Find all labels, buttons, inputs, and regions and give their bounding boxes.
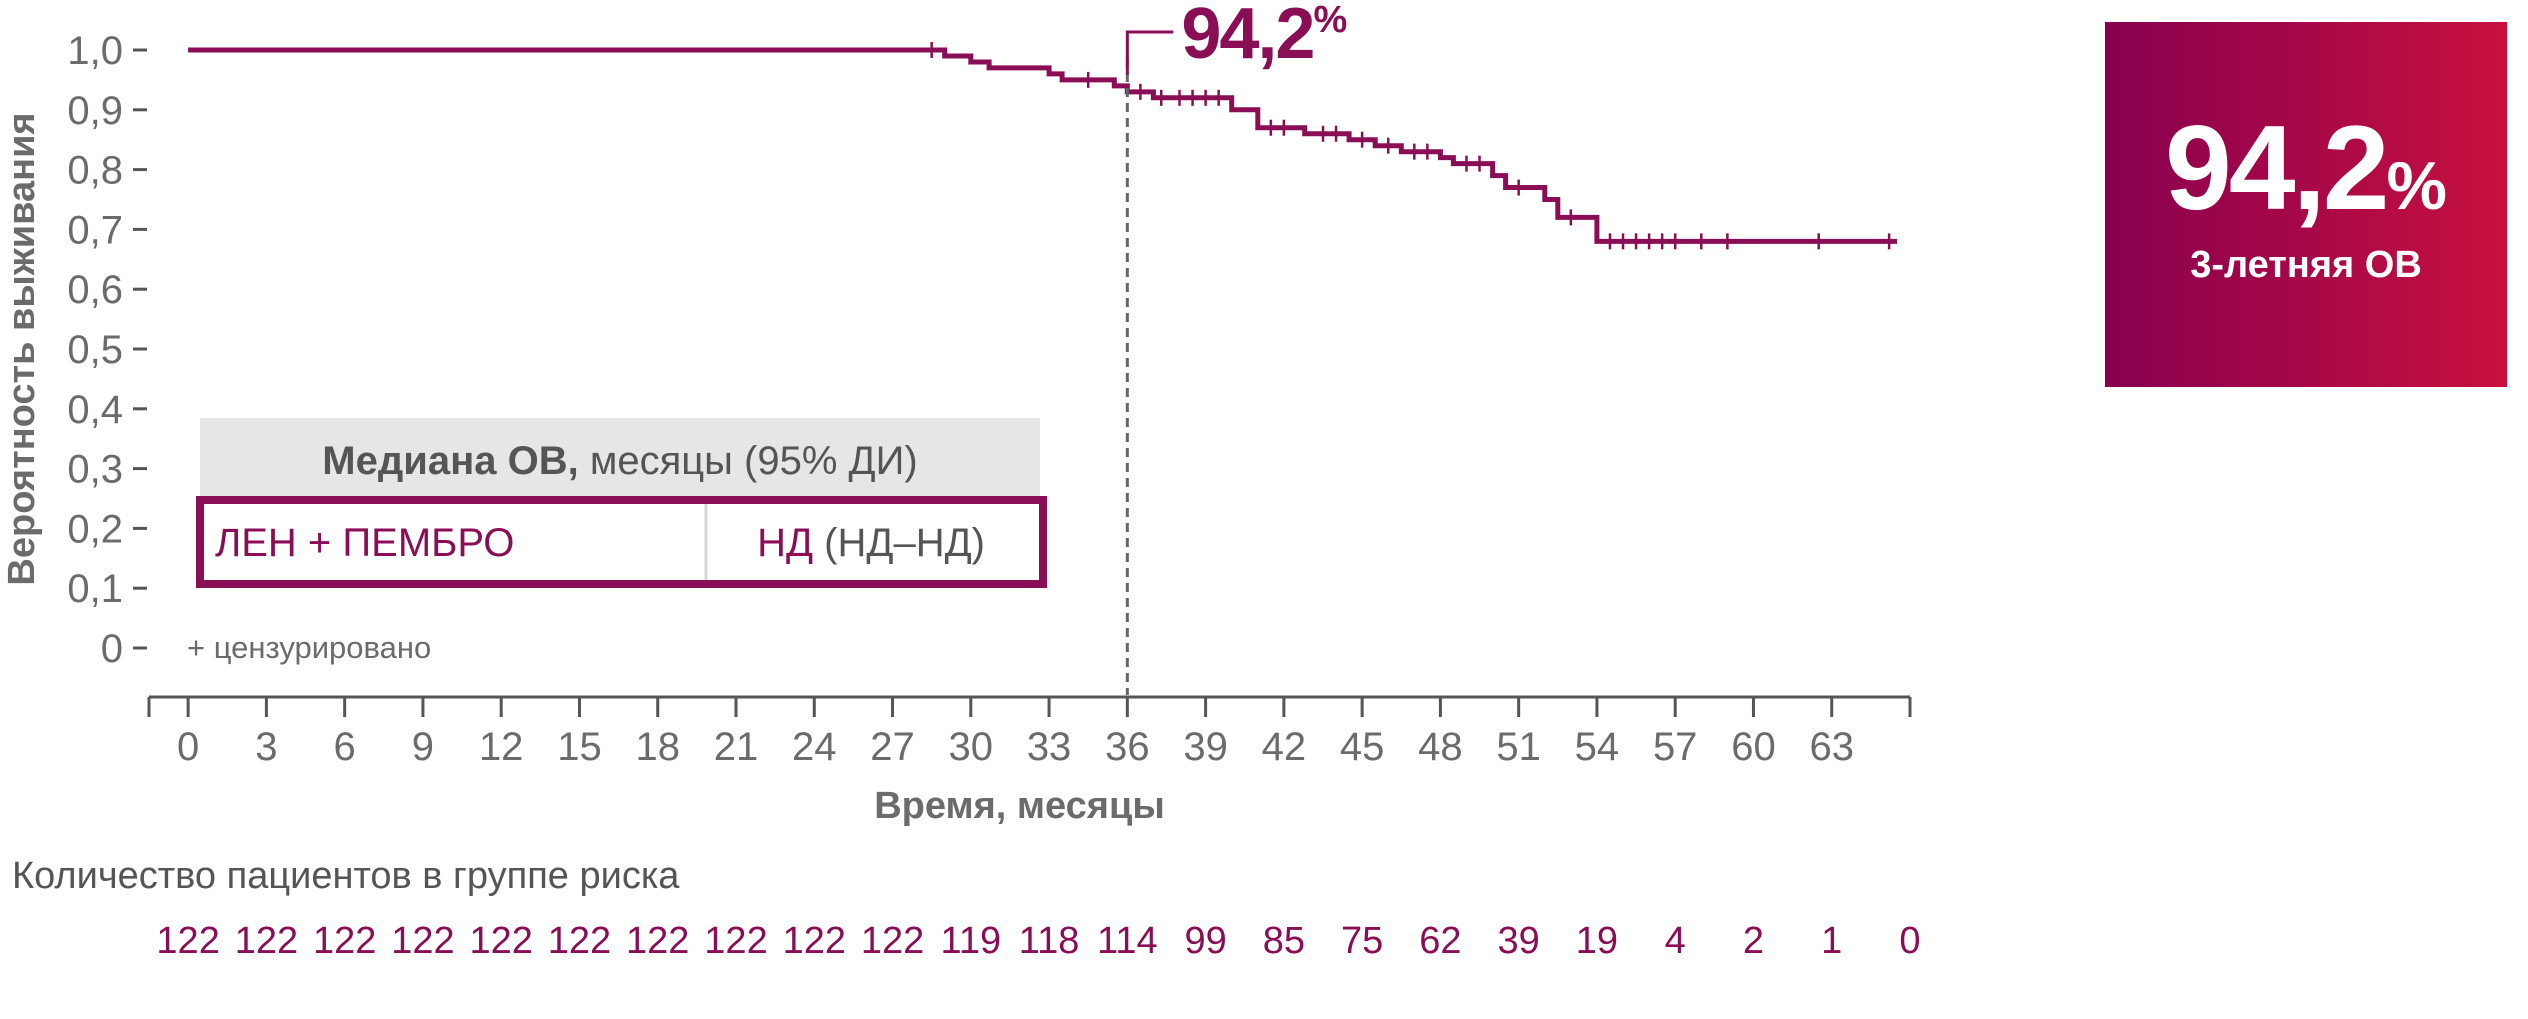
risk-table-title: Количество пациентов в группе риска	[12, 855, 680, 897]
x-tick-label: 42	[1262, 725, 1307, 769]
risk-table-value: 122	[156, 920, 219, 962]
risk-table-value: 2	[1743, 920, 1764, 962]
legend-row-median-value: НД	[757, 521, 813, 565]
annotation-unit: %	[1313, 0, 1347, 41]
y-axis-title: Вероятность выживания	[1, 112, 43, 585]
risk-table-value: 85	[1263, 920, 1305, 962]
legend-row-median: НД (НД–НД)	[757, 521, 985, 565]
risk-table-value: 122	[548, 920, 611, 962]
legend-row-box	[196, 496, 1047, 588]
x-tick-label: 48	[1418, 725, 1463, 769]
x-tick-label: 51	[1496, 725, 1541, 769]
x-tick-label: 36	[1105, 725, 1150, 769]
risk-table-value: 122	[783, 920, 846, 962]
risk-table-value: 4	[1665, 920, 1686, 962]
y-tick-label: 0,5	[67, 328, 123, 372]
legend-header: Медиана ОВ, месяцы (95% ДИ)	[322, 439, 917, 483]
y-tick-label: 0,4	[67, 388, 123, 432]
risk-table-value: 39	[1498, 920, 1540, 962]
x-tick-label: 0	[177, 725, 199, 769]
x-tick-label: 24	[792, 725, 837, 769]
y-tick-label: 0,7	[67, 208, 123, 252]
annotation: 94,2%	[1125, 0, 1347, 695]
y-tick-label: 0	[101, 627, 123, 671]
x-tick-label: 60	[1731, 725, 1776, 769]
legend-row-median-ci: (НД–НД)	[813, 521, 985, 565]
risk-table-value: 118	[1019, 920, 1080, 962]
legend-row-name: ЛЕН + ПЕМБРО	[215, 521, 514, 565]
legend-header-bg	[200, 418, 1040, 498]
x-tick-label: 57	[1653, 725, 1698, 769]
x-tick-label: 9	[412, 725, 434, 769]
three-year-os-badge: 94,2% 3-летняя ОВ	[2105, 22, 2507, 387]
risk-table-value: 122	[313, 920, 376, 962]
axes: 0 3 6 9 12 15 18 21 24 27 30 33 36 39 42 45 48 51 54 57 60 63…	[1, 29, 1912, 827]
legend-header-rest: месяцы (95% ДИ)	[579, 439, 918, 483]
x-tick-label: 39	[1183, 725, 1228, 769]
x-tick-label: 6	[334, 725, 356, 769]
risk-table-value: 1	[1821, 920, 1842, 962]
y-tick-label: 0,8	[67, 149, 123, 193]
risk-table-value: 122	[704, 920, 767, 962]
y-tick-label: 0,1	[67, 567, 123, 611]
annotation-leader	[1125, 30, 1174, 75]
risk-table-value: 99	[1184, 920, 1226, 962]
risk-table-value: 114	[1097, 920, 1158, 962]
risk-table-value: 122	[469, 920, 532, 962]
median-legend: Медиана ОВ, месяцы (95% ДИ) ЛЕН + ПЕМБРО Н…	[187, 418, 1047, 665]
legend-header-bold: Медиана ОВ,	[322, 439, 578, 483]
risk-table-value: 19	[1576, 920, 1618, 962]
risk-table-value: 62	[1419, 920, 1461, 962]
y-tick-label: 0,3	[67, 448, 123, 492]
risk-table-value: 75	[1341, 920, 1383, 962]
badge-value: 94,2%	[2164, 101, 2448, 235]
risk-table-value: 122	[235, 920, 298, 962]
y-tick-label: 0,2	[67, 507, 123, 551]
y-tick-label: 0,9	[67, 89, 123, 133]
x-tick-label: 33	[1027, 725, 1072, 769]
risk-table-value: 0	[1899, 920, 1920, 962]
y-tick-label: 0,6	[67, 268, 123, 312]
x-tick-label: 21	[714, 725, 759, 769]
x-tick-label: 45	[1340, 725, 1385, 769]
y-tick-label: 1,0	[67, 29, 123, 73]
risk-table-value: 119	[941, 920, 1002, 962]
risk-table-value: 122	[861, 920, 924, 962]
x-tick-label: 3	[255, 725, 277, 769]
survival-curve	[188, 42, 1897, 250]
risk-table-value: 122	[626, 920, 689, 962]
x-tick-label: 12	[479, 725, 524, 769]
survival-curve-line	[188, 47, 1897, 244]
badge-label: 3-летняя ОВ	[2190, 244, 2422, 286]
risk-table-value: 122	[391, 920, 454, 962]
x-tick-label: 27	[870, 725, 915, 769]
x-tick-label: 63	[1809, 725, 1854, 769]
censored-note: + цензурировано	[187, 630, 431, 665]
x-tick-label: 30	[949, 725, 994, 769]
x-tick-label: 18	[635, 725, 680, 769]
annotation-value: 94,2%	[1181, 0, 1347, 74]
x-tick-label: 54	[1575, 725, 1620, 769]
x-tick-label: 15	[557, 725, 602, 769]
annotation-number: 94,2	[1181, 0, 1313, 74]
x-axis-title: Время, месяцы	[874, 785, 1165, 827]
